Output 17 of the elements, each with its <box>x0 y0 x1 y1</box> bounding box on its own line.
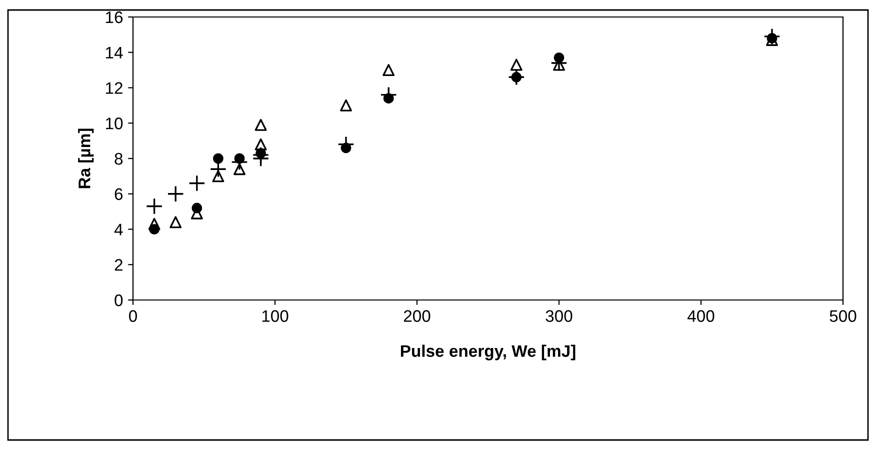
x-tick-label: 500 <box>830 310 856 322</box>
y-tick-label: 10 <box>106 118 123 130</box>
y-tick-label: 0 <box>114 294 123 306</box>
y-tick-label: 14 <box>106 46 123 58</box>
y-tick-label: 12 <box>106 82 122 94</box>
y-tick-label: 16 <box>106 11 123 24</box>
y-axis-title: Ra [µm] <box>78 128 94 188</box>
x-axis-title: Pulse energy, We [mJ] <box>400 344 576 360</box>
y-tick-label: 8 <box>114 152 123 165</box>
y-tick-label: 6 <box>114 188 123 200</box>
x-tick-label: 400 <box>687 310 714 322</box>
x-tick-label: 200 <box>404 310 430 322</box>
x-tick-label: 300 <box>546 310 572 322</box>
x-tick-label: 0 <box>129 310 137 322</box>
y-tick-label: 2 <box>114 259 122 271</box>
x-tick-label: 100 <box>262 310 288 322</box>
y-tick-label: 4 <box>114 224 123 236</box>
